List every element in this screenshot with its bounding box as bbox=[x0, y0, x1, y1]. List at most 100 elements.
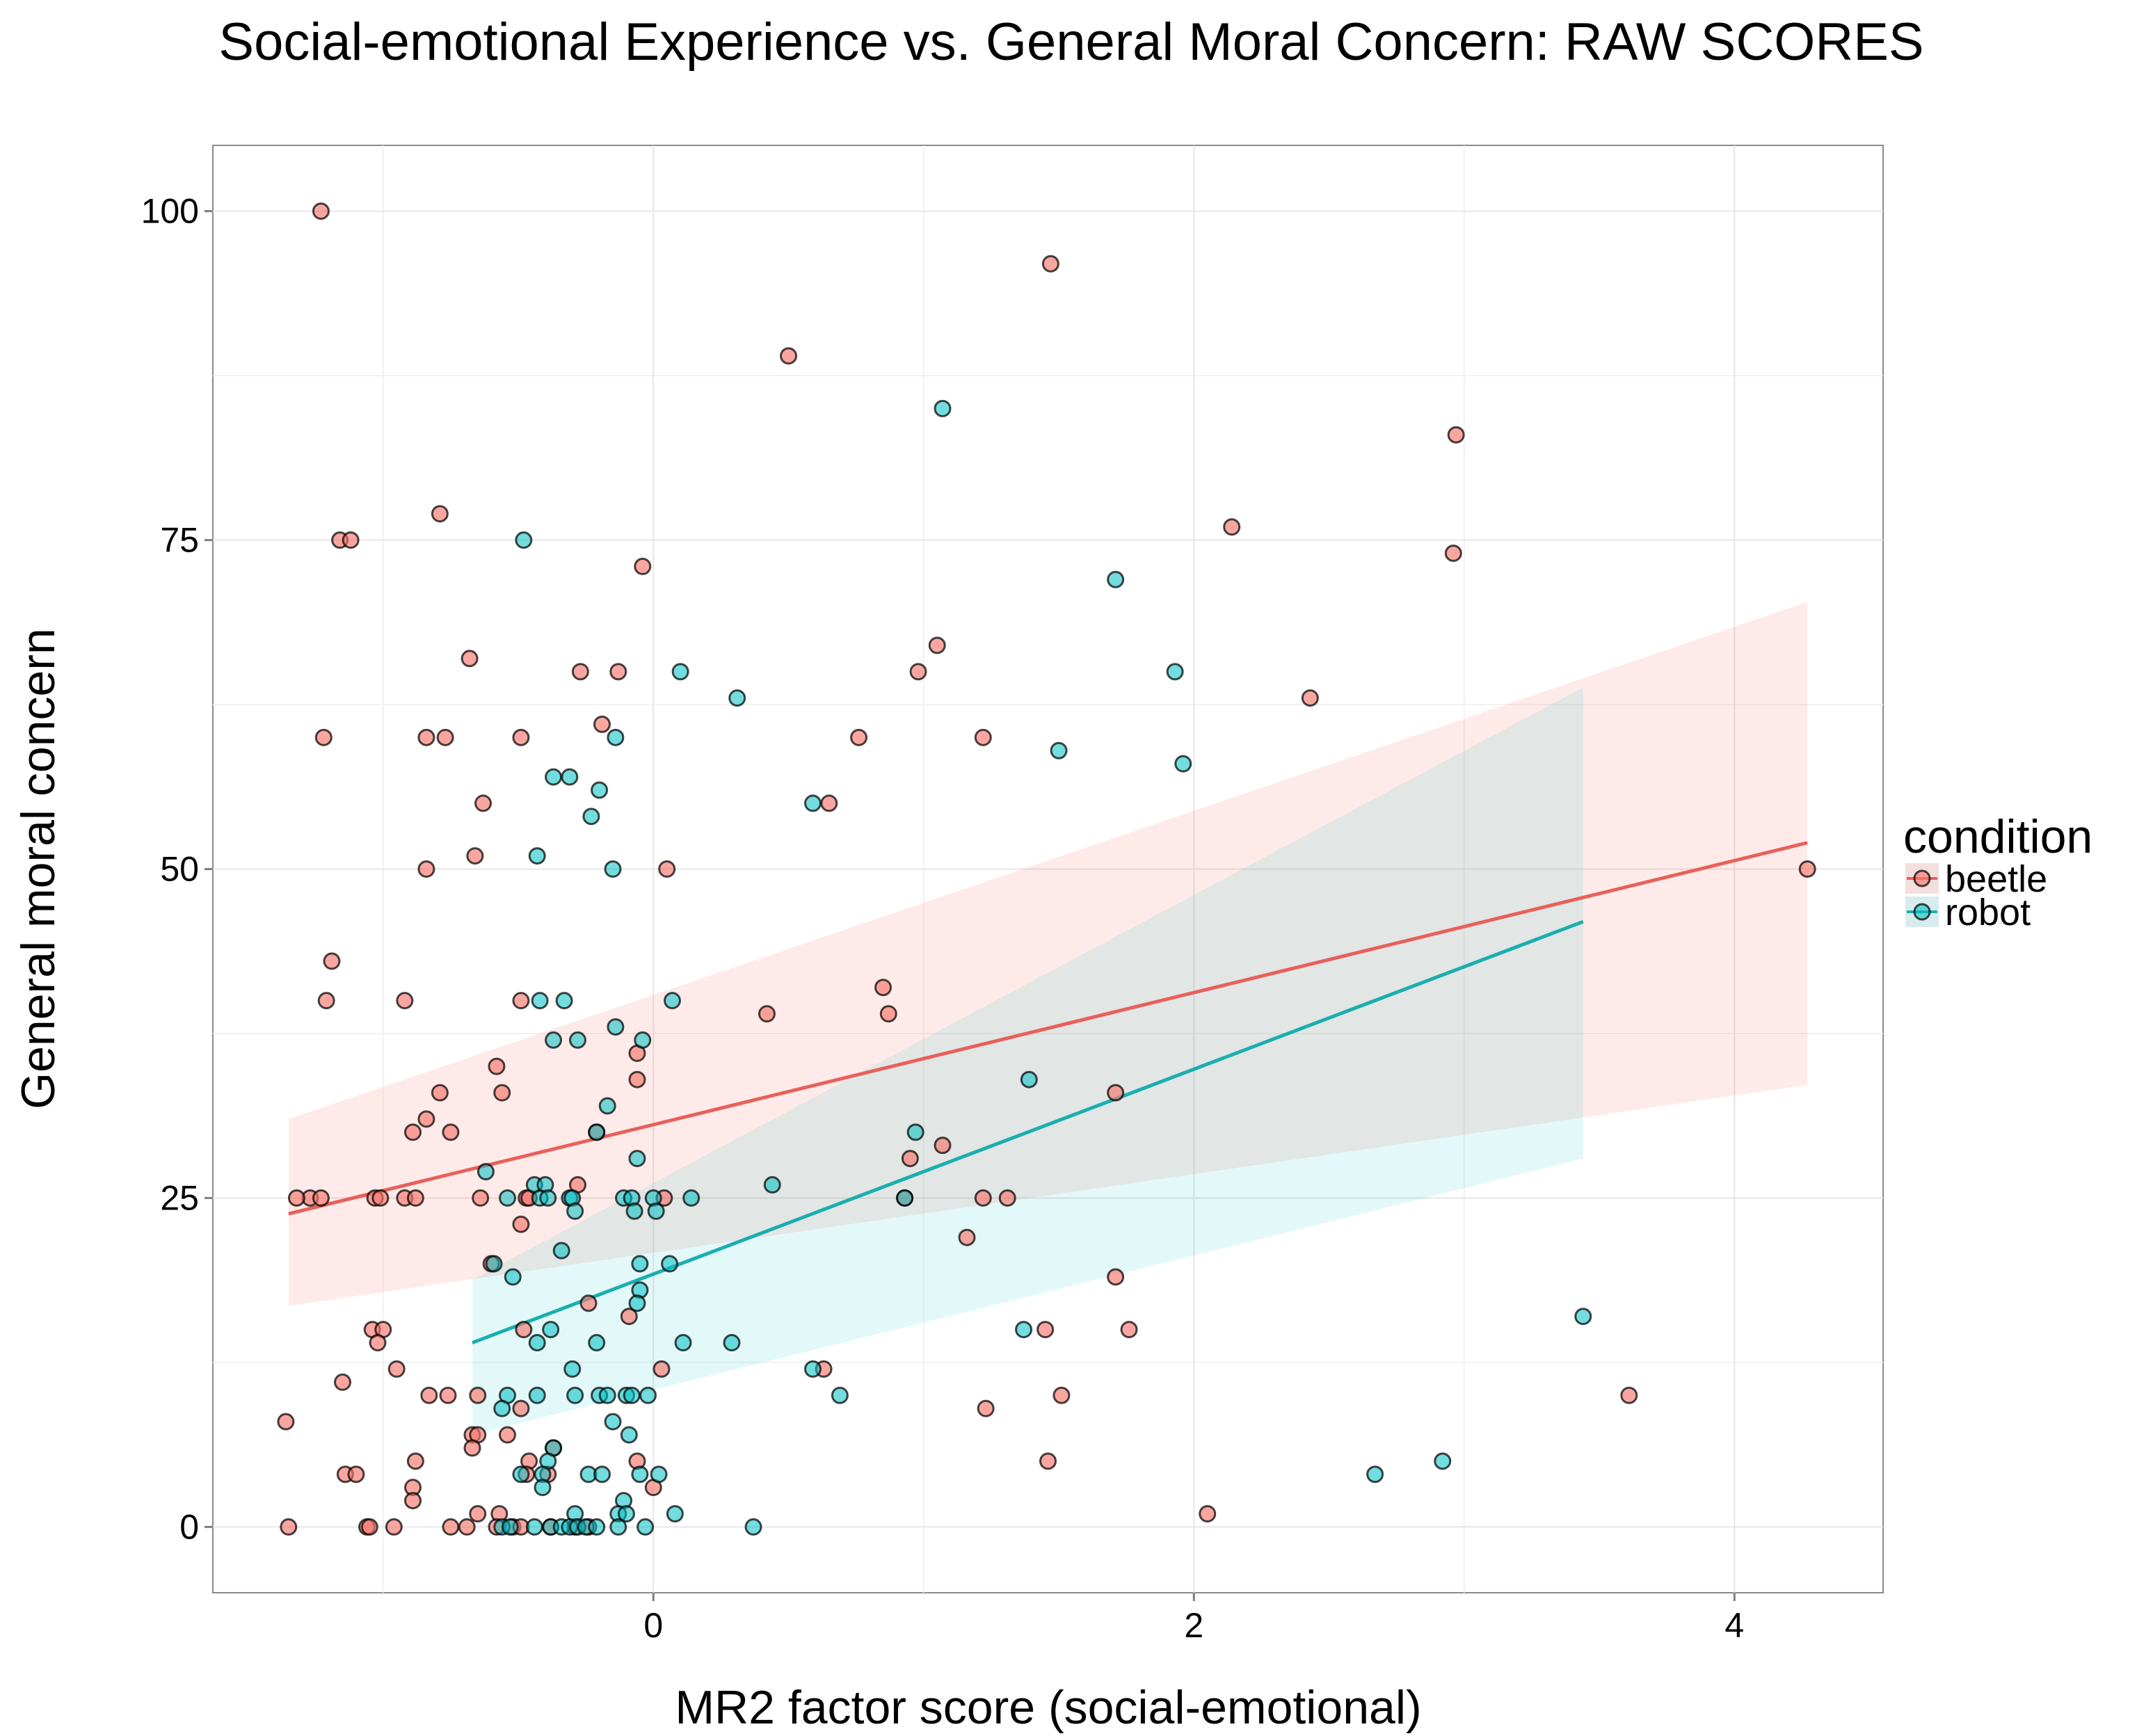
point-beetle bbox=[431, 505, 449, 523]
point-beetle bbox=[1620, 1386, 1638, 1404]
point-beetle bbox=[998, 1189, 1016, 1207]
point-robot bbox=[803, 1360, 822, 1378]
point-robot bbox=[639, 1386, 657, 1404]
point-robot bbox=[582, 807, 600, 826]
point-beetle bbox=[628, 1070, 646, 1088]
x-axis-title: MR2 factor score (social-emotional) bbox=[675, 1681, 1421, 1734]
point-beetle bbox=[458, 1518, 476, 1536]
point-beetle bbox=[928, 636, 946, 654]
chart-title: Social-emotional Experience vs. General … bbox=[218, 13, 1923, 72]
point-robot bbox=[906, 1123, 925, 1141]
point-beetle bbox=[347, 1465, 365, 1484]
point-robot bbox=[539, 1189, 557, 1207]
point-robot bbox=[552, 1241, 570, 1260]
data-points bbox=[277, 202, 1816, 1536]
point-robot bbox=[604, 1413, 622, 1431]
point-robot bbox=[631, 1465, 649, 1484]
point-robot bbox=[625, 1202, 643, 1220]
point-beetle bbox=[314, 728, 333, 746]
point-robot bbox=[493, 1399, 511, 1417]
point-beetle bbox=[472, 1189, 490, 1207]
point-beetle bbox=[312, 1189, 330, 1207]
y-tick-label: 100 bbox=[141, 192, 199, 231]
fit-lines bbox=[288, 841, 1808, 1344]
point-beetle bbox=[1107, 1268, 1125, 1286]
point-robot bbox=[682, 1189, 701, 1207]
point-beetle bbox=[277, 1413, 295, 1431]
point-beetle bbox=[488, 1057, 506, 1075]
point-robot bbox=[728, 689, 746, 707]
point-beetle bbox=[780, 347, 798, 365]
y-tick-label: 75 bbox=[160, 521, 199, 560]
point-robot bbox=[501, 1518, 519, 1536]
y-axis-title: General moral concern bbox=[12, 628, 65, 1109]
point-beetle bbox=[280, 1518, 298, 1536]
point-robot bbox=[588, 1518, 606, 1536]
point-beetle bbox=[1120, 1321, 1138, 1339]
point-beetle bbox=[436, 728, 454, 746]
point-beetle bbox=[958, 1228, 976, 1246]
point-beetle bbox=[333, 1373, 351, 1391]
point-beetle bbox=[371, 1189, 390, 1207]
point-robot bbox=[1015, 1321, 1033, 1339]
point-robot bbox=[671, 663, 689, 681]
point-beetle bbox=[403, 1492, 422, 1510]
point-robot bbox=[607, 728, 625, 746]
point-beetle bbox=[403, 1123, 422, 1141]
point-robot bbox=[628, 1294, 646, 1312]
axis-ticks: 0 25 50 75 100 0 2 4 bbox=[141, 192, 1745, 1645]
legend-key-point-robot bbox=[1913, 903, 1931, 921]
point-robot bbox=[1366, 1465, 1384, 1484]
point-beetle bbox=[466, 847, 484, 865]
grid bbox=[213, 145, 1883, 1593]
point-robot bbox=[617, 1504, 635, 1522]
point-beetle bbox=[287, 1189, 305, 1207]
point-beetle bbox=[431, 1084, 449, 1102]
point-robot bbox=[744, 1518, 762, 1536]
point-robot bbox=[588, 1123, 606, 1141]
point-beetle bbox=[1447, 426, 1465, 444]
point-beetle bbox=[653, 1360, 671, 1378]
point-robot bbox=[598, 1386, 616, 1404]
point-robot bbox=[607, 1018, 625, 1036]
confidence-band-robot bbox=[472, 687, 1583, 1435]
point-robot bbox=[588, 1334, 606, 1352]
point-beetle bbox=[1039, 1452, 1057, 1470]
y-tick-label: 25 bbox=[160, 1178, 199, 1217]
legend-title: condition bbox=[1903, 810, 2092, 863]
point-beetle bbox=[820, 794, 838, 812]
point-robot bbox=[803, 794, 822, 812]
point-robot bbox=[1574, 1308, 1592, 1326]
point-robot bbox=[531, 992, 549, 1010]
point-beetle bbox=[463, 1439, 481, 1457]
x-tick-label: 4 bbox=[1724, 1606, 1744, 1645]
point-beetle bbox=[369, 1334, 387, 1352]
point-robot bbox=[477, 1163, 495, 1181]
point-beetle bbox=[417, 728, 435, 746]
point-beetle bbox=[469, 1504, 487, 1522]
point-beetle bbox=[974, 1189, 992, 1207]
point-robot bbox=[561, 768, 579, 786]
y-tick-label: 50 bbox=[160, 850, 199, 889]
point-beetle bbox=[758, 1005, 776, 1023]
point-beetle bbox=[342, 531, 360, 549]
point-beetle bbox=[493, 1084, 511, 1102]
legend-keys bbox=[1904, 862, 1940, 929]
point-robot bbox=[934, 399, 952, 417]
point-beetle bbox=[323, 952, 341, 970]
point-beetle bbox=[515, 1321, 533, 1339]
point-beetle bbox=[512, 1399, 530, 1417]
point-robot bbox=[623, 1386, 641, 1404]
point-robot bbox=[566, 1386, 584, 1404]
point-beetle bbox=[406, 1189, 424, 1207]
point-robot bbox=[666, 1504, 684, 1522]
point-robot bbox=[598, 1097, 616, 1115]
point-robot bbox=[896, 1189, 914, 1207]
point-robot bbox=[1107, 570, 1125, 588]
point-beetle bbox=[442, 1123, 460, 1141]
point-robot bbox=[542, 1321, 560, 1339]
point-beetle bbox=[634, 557, 652, 575]
point-robot bbox=[628, 1150, 646, 1168]
